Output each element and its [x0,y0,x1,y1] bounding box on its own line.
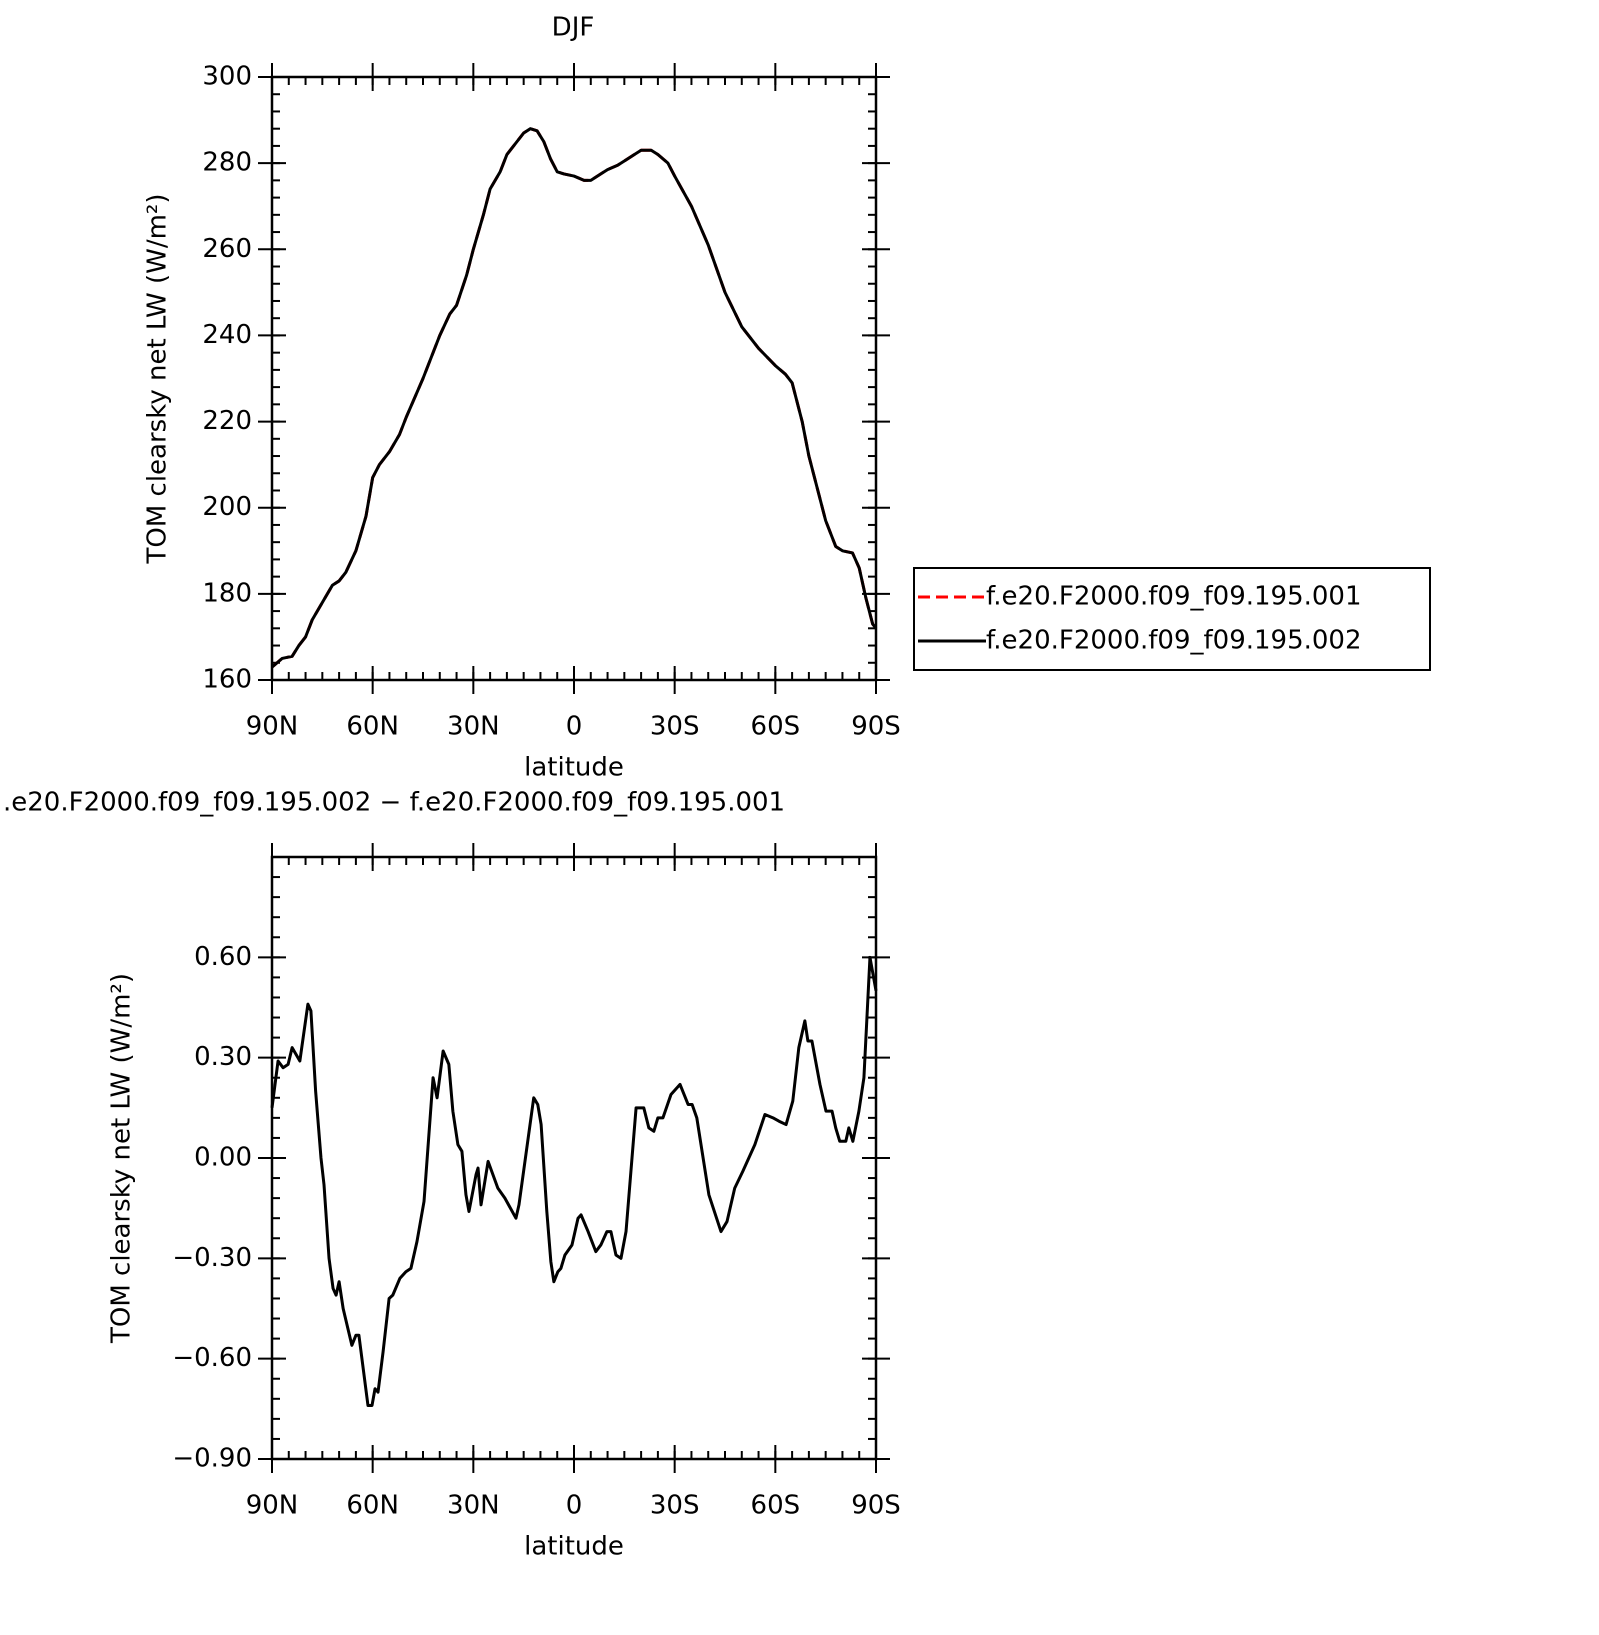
x-tick-label: 90N [246,712,299,742]
plot-frame [270,75,878,682]
chart: .e20.F2000.f09_f09.195.002 − f.e20.F2000… [3,788,901,1562]
chart: DJF TOM clearsky net LW (W/m²) latitude 160… [143,13,1431,783]
x-tick-label: 30S [650,1491,700,1521]
x-tick-label: 30N [447,712,500,742]
x-tick-label: 90N [246,1491,299,1521]
x-tick-label: 60S [751,1491,801,1521]
x-tick-label: 30N [447,1491,500,1521]
y-tick-label: −0.90 [172,1444,252,1474]
data-line [271,127,878,669]
y-tick-label: 240 [202,320,252,350]
y-tick-label: 160 [202,665,252,695]
x-tick-label: 60N [346,1491,399,1521]
data-line [271,127,878,669]
y-tick-label: 0.60 [194,942,252,972]
y-tick-label: 220 [202,406,252,436]
y-tick-label: 260 [202,234,252,264]
x-tick-label: 0 [566,1491,583,1521]
plot-frame [270,855,878,1461]
legend-label: f.e20.F2000.f09_f09.195.002 [986,626,1362,656]
data-line [270,955,878,1407]
y-tick-label: −0.30 [172,1243,252,1273]
x-axis-label: latitude [524,753,624,783]
y-tick-label: 0.00 [194,1143,252,1173]
x-tick-label: 90S [851,712,901,742]
chart-title: .e20.F2000.f09_f09.195.002 − f.e20.F2000… [3,788,785,818]
chart-title: DJF [552,13,595,43]
y-axis-label: TOM clearsky net LW (W/m²) [143,193,173,564]
x-tick-label: 0 [566,712,583,742]
x-tick-label: 60S [751,712,801,742]
x-tick-label: 60N [346,712,399,742]
x-tick-label: 30S [650,712,700,742]
x-tick-label: 90S [851,1491,901,1521]
y-tick-label: 280 [202,148,252,178]
x-axis-label: latitude [524,1532,624,1562]
legend-box [913,567,1431,671]
y-tick-label: 0.30 [194,1042,252,1072]
y-tick-label: −0.60 [172,1343,252,1373]
y-tick-label: 200 [202,492,252,522]
y-tick-label: 180 [202,578,252,608]
y-axis-label: TOM clearsky net LW (W/m²) [107,973,137,1344]
legend-label: f.e20.F2000.f09_f09.195.001 [986,582,1362,612]
y-tick-label: 300 [202,62,252,92]
